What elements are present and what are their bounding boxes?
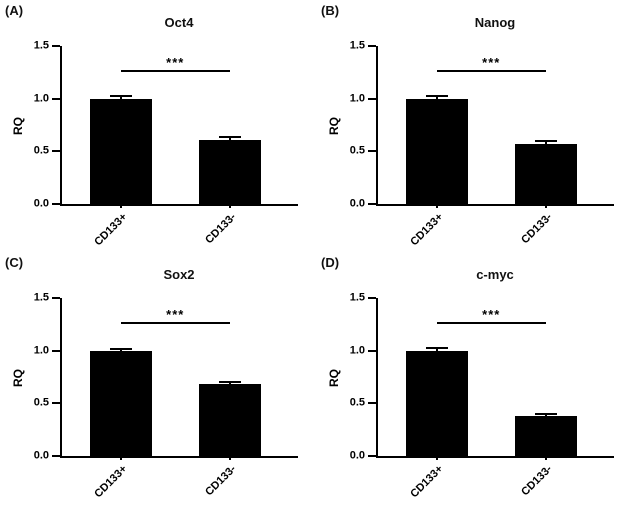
y-tick: [368, 349, 376, 352]
x-tick: [228, 204, 231, 208]
y-tick-label: 1.5: [33, 39, 49, 52]
chart-panel-b: (B) Nanog RQ 0.0 0.5 1.0 1.5 CD133+ CD133- ***: [316, 0, 632, 252]
plot-area: 0.0 0.5 1.0 1.5 CD133+ CD133- ***: [34, 292, 298, 500]
y-tick: [52, 297, 60, 299]
y-tick: [52, 402, 60, 405]
error-bar-cap: [110, 94, 132, 97]
bar: [90, 350, 152, 456]
bar: [198, 384, 261, 456]
significance-stars: ***: [482, 55, 501, 71]
y-tick: [52, 97, 60, 100]
significance-line: [121, 322, 230, 325]
x-tick: [228, 456, 231, 460]
error-bar: [228, 382, 231, 385]
significance-line: [437, 322, 546, 325]
x-tick: [120, 456, 122, 460]
significance-stars: ***: [482, 307, 501, 323]
y-tick: [52, 150, 60, 153]
y-tick-label: 0.5: [33, 144, 49, 157]
y-tick: [52, 45, 60, 47]
y-axis-label: RQ: [327, 369, 341, 387]
y-tick-label: 0.0: [349, 197, 365, 210]
y-axis-label: RQ: [11, 117, 25, 135]
error-bar: [544, 141, 547, 144]
y-tick-label: 0.0: [33, 197, 49, 210]
plot-area: 0.0 0.5 1.0 1.5 CD133+ CD133- ***: [350, 40, 614, 248]
error-bar: [228, 138, 231, 140]
y-tick: [368, 150, 376, 153]
y-tick-label: 1.0: [33, 92, 49, 105]
y-tick-label: 1.0: [33, 344, 49, 357]
x-tick: [436, 204, 438, 208]
chart-panel-a: (A) Oct4 RQ 0.0 0.5 1.0 1.5 CD133+ CD133- ***: [0, 0, 316, 252]
y-tick-label: 1.5: [33, 291, 49, 304]
y-tick: [368, 203, 376, 205]
y-tick-label: 0.0: [33, 449, 49, 462]
y-axis-label: RQ: [327, 117, 341, 135]
x-tick: [544, 456, 547, 460]
error-bar-cap: [218, 380, 241, 383]
y-tick-label: 0.5: [349, 396, 365, 409]
bar: [90, 98, 152, 204]
y-tick: [368, 297, 376, 299]
y-tick: [52, 203, 60, 205]
y-tick: [52, 349, 60, 352]
x-tick: [544, 204, 547, 208]
chart-title: c-myc: [476, 267, 514, 282]
y-tick-label: 0.5: [349, 144, 365, 157]
error-bar: [544, 415, 547, 416]
error-bar-cap: [110, 348, 132, 351]
y-tick: [52, 455, 60, 457]
bar: [514, 415, 577, 456]
error-bar-cap: [218, 136, 241, 139]
x-tick-label: CD133-: [202, 463, 239, 499]
panel-letter: (C): [5, 255, 24, 270]
error-bar-cap: [534, 139, 557, 142]
error-bar-cap: [426, 94, 448, 97]
panel-letter: (D): [321, 255, 340, 270]
y-tick: [368, 97, 376, 100]
x-tick-label: CD133-: [518, 463, 555, 499]
chart-title: Nanog: [474, 15, 516, 30]
panel-letter: (B): [321, 3, 340, 18]
y-tick-label: 0.5: [33, 396, 49, 409]
significance-line: [437, 70, 546, 73]
error-bar: [436, 96, 438, 99]
chart-title: Oct4: [164, 15, 194, 30]
chart-panel-c: (C) Sox2 RQ 0.0 0.5 1.0 1.5 CD133+ CD133- ***: [0, 252, 316, 504]
x-tick: [436, 456, 438, 460]
y-tick-label: 1.0: [349, 344, 365, 357]
y-tick-label: 1.5: [349, 291, 365, 304]
y-axis-label: RQ: [11, 369, 25, 387]
significance-stars: ***: [166, 307, 185, 323]
y-tick: [368, 455, 376, 457]
y-tick: [368, 402, 376, 405]
panel-letter: (A): [5, 3, 24, 18]
y-tick-label: 1.0: [349, 92, 365, 105]
error-bar-cap: [534, 413, 557, 416]
bar: [406, 350, 468, 456]
error-bar: [436, 348, 438, 351]
chart-title: Sox2: [163, 267, 195, 282]
plot-area: 0.0 0.5 1.0 1.5 CD133+ CD133- ***: [34, 40, 298, 248]
bar: [406, 98, 468, 204]
significance-line: [121, 70, 230, 73]
significance-stars: ***: [166, 55, 185, 71]
bar: [198, 139, 261, 204]
error-bar: [120, 96, 122, 99]
y-tick-label: 1.5: [349, 39, 365, 52]
error-bar: [120, 350, 122, 351]
x-tick-label: CD133+: [408, 463, 446, 501]
chart-panel-d: (D) c-myc RQ 0.0 0.5 1.0 1.5 CD133+ CD133- ***: [316, 252, 632, 504]
bar: [514, 143, 577, 204]
y-tick-label: 0.0: [349, 449, 365, 462]
plot-area: 0.0 0.5 1.0 1.5 CD133+ CD133- ***: [350, 292, 614, 500]
x-tick: [120, 204, 122, 208]
figure-grid: (A) Oct4 RQ 0.0 0.5 1.0 1.5 CD133+ CD133- *** …: [0, 0, 632, 504]
error-bar-cap: [426, 346, 448, 349]
x-tick-label: CD133+: [92, 463, 130, 501]
y-tick: [368, 45, 376, 47]
